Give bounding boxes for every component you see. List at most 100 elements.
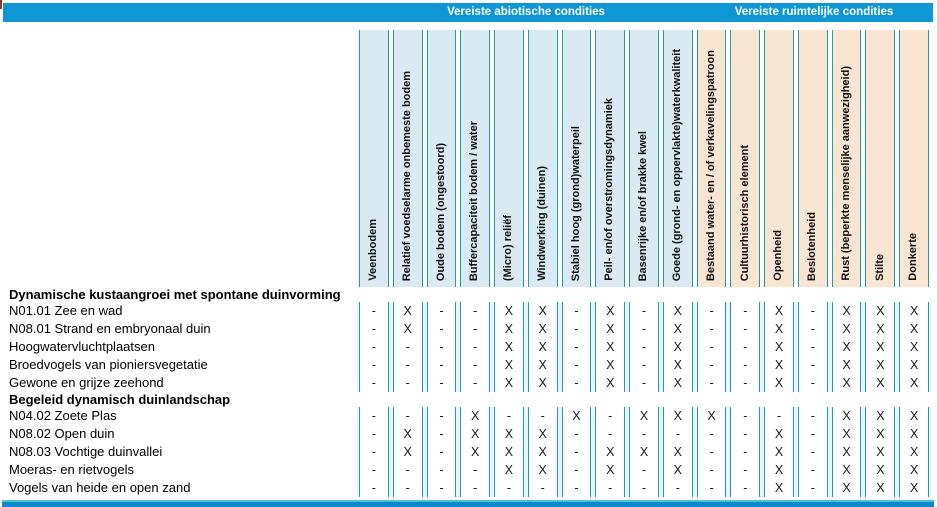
- column-header: Windwerking (duinen): [527, 30, 558, 287]
- header-cells: Veenbodem Relatief voedselarme onbemeste …: [357, 30, 931, 287]
- matrix-cell: X: [899, 320, 930, 338]
- matrix-cell: X: [527, 443, 558, 461]
- matrix-cell: -: [460, 374, 491, 392]
- matrix-cell: X: [662, 461, 693, 479]
- table-title-bar: Vereiste abiotische condities Vereiste r…: [3, 3, 933, 22]
- matrix-cell: -: [527, 479, 558, 497]
- column-header: Oude bodem (ongestoord): [426, 30, 457, 287]
- abiotic-conditions-title: Vereiste abiotische condities: [447, 6, 605, 18]
- matrix-cell: -: [696, 374, 727, 392]
- matrix-cell: X: [494, 320, 524, 338]
- table-row: N08.03 Vochtige duinvallei - X - X X X - X X X - - X -…: [0, 443, 937, 461]
- matrix-cell: -: [730, 461, 761, 479]
- column-header: Relatief voedselarme onbemeste bodem: [392, 30, 423, 287]
- matrix-cell: X: [764, 374, 794, 392]
- matrix-cell: X: [595, 461, 626, 479]
- table-row: Vogels van heide en open zand - - - - - - - - - - -…: [0, 479, 937, 497]
- matrix-cell: X: [494, 356, 524, 374]
- row-label: N08.01 Strand en embryonaal duin: [9, 321, 211, 336]
- matrix-cell: X: [831, 338, 862, 356]
- matrix-cell: -: [764, 407, 794, 425]
- matrix-cell: -: [392, 461, 423, 479]
- matrix-cell: X: [899, 443, 930, 461]
- matrix-cell: -: [629, 461, 659, 479]
- column-headers-row: Veenbodem Relatief voedselarme onbemeste …: [0, 30, 937, 287]
- matrix-cell: -: [561, 356, 592, 374]
- matrix-cell: -: [797, 407, 828, 425]
- matrix-cell: X: [831, 407, 862, 425]
- column-header-label: Windwerking (duinen): [535, 166, 548, 281]
- matrix-cell: -: [561, 374, 592, 392]
- column-header-label: Rust (beperkte menselijke aanwezigheid): [839, 66, 852, 281]
- matrix-cell: -: [561, 425, 592, 443]
- matrix-cell: X: [899, 302, 930, 320]
- row-label: Vogels van heide en open zand: [9, 480, 191, 495]
- matrix-cell: -: [426, 425, 457, 443]
- matrix-cell: X: [392, 320, 423, 338]
- column-header-label: Goede (grond- en oppervlakte)waterkwalit…: [671, 48, 683, 281]
- matrix-cell: -: [460, 302, 491, 320]
- row-label: Gewone en grijze zeehond: [9, 375, 164, 390]
- matrix-cell: X: [865, 407, 896, 425]
- matrix-cell: X: [831, 374, 862, 392]
- matrix-cell: -: [797, 443, 828, 461]
- matrix-cell: X: [662, 320, 693, 338]
- matrix-cell: -: [527, 407, 558, 425]
- matrix-cell: -: [629, 302, 659, 320]
- matrix-cell: X: [561, 407, 592, 425]
- matrix-cell: X: [392, 425, 423, 443]
- matrix-cell: X: [831, 356, 862, 374]
- matrix-cell: X: [494, 302, 524, 320]
- matrix-cell: -: [494, 407, 524, 425]
- matrix-cell: -: [797, 338, 828, 356]
- matrix-cell: -: [359, 407, 389, 425]
- group-header-row: Dynamische kustaangroei met spontane dui…: [0, 287, 937, 302]
- table-row: Moeras- en rietvogels - - - - X X - X - X - - X - X X X: [0, 461, 937, 479]
- matrix-cell: -: [629, 425, 659, 443]
- column-header-label: Donkerte: [907, 233, 920, 281]
- matrix-cell: -: [359, 374, 389, 392]
- matrix-cell: X: [494, 461, 524, 479]
- matrix-cell: X: [460, 425, 491, 443]
- matrix-cell: -: [392, 356, 423, 374]
- table-row: Broedvogels van pioniersvegetatie - - - - X X -…: [0, 356, 937, 374]
- matrix-cell: X: [595, 374, 626, 392]
- matrix-cell: -: [696, 338, 727, 356]
- matrix-cell: -: [426, 461, 457, 479]
- matrix-cell: X: [899, 479, 930, 497]
- row-label: Hoogwatervluchtplaatsen: [9, 339, 155, 354]
- column-header-label: Buffercapaciteit bodem / water: [468, 120, 481, 281]
- matrix-cell: -: [359, 461, 389, 479]
- matrix-cell: -: [426, 302, 457, 320]
- matrix-cell: -: [359, 302, 389, 320]
- matrix-cell: X: [629, 407, 659, 425]
- row-label: N08.03 Vochtige duinvallei: [9, 444, 163, 459]
- matrix-cell: -: [595, 479, 626, 497]
- spatial-conditions-title: Vereiste ruimtelijke condities: [734, 6, 894, 18]
- column-header: (Micro) reliëf: [494, 30, 524, 287]
- row-label: N04.02 Zoete Plas: [9, 408, 117, 423]
- matrix-cell: -: [426, 479, 457, 497]
- matrix-cell: X: [392, 302, 423, 320]
- matrix-cell: X: [899, 425, 930, 443]
- matrix-cell: X: [494, 338, 524, 356]
- matrix-cell: X: [494, 443, 524, 461]
- matrix-cell: -: [797, 356, 828, 374]
- matrix-cell: -: [797, 320, 828, 338]
- matrix-cell: X: [865, 374, 896, 392]
- matrix-cell: -: [359, 443, 389, 461]
- matrix-cell: X: [764, 425, 794, 443]
- matrix-cell: X: [662, 356, 693, 374]
- column-header-label: Basenrijke en/of brakke kwel: [637, 130, 650, 281]
- matrix-cell: X: [764, 443, 794, 461]
- matrix-cell: X: [662, 443, 693, 461]
- matrix-cell: X: [899, 338, 930, 356]
- matrix-cell: -: [595, 425, 626, 443]
- corner-mark: [0, 0, 2, 9]
- matrix-cell: -: [460, 461, 491, 479]
- column-header: Stilte: [865, 30, 896, 287]
- matrix-cell: X: [527, 425, 558, 443]
- column-header-label: Cultuurhistorisch element: [738, 144, 751, 281]
